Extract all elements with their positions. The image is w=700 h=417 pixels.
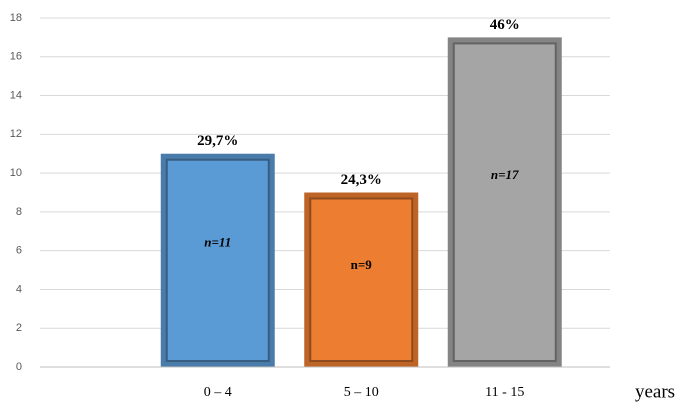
y-tick-label: 6 [16,245,22,257]
bar-value-label: n=17 [491,167,519,182]
y-tick-label: 16 [10,51,22,63]
x-tick-label: 5 – 10 [344,385,379,400]
bar-percent-label: 24,3% [341,172,382,188]
y-tick-label: 0 [16,361,22,373]
y-tick-label: 12 [10,128,22,140]
x-tick-label: 0 – 4 [204,385,232,400]
x-tick-label: 11 - 15 [485,385,524,400]
bar-percent-label: 29,7% [197,133,238,149]
x-axis-label: years [635,381,675,402]
bar-percent-label: 46% [490,17,520,33]
y-tick-label: 8 [16,206,22,218]
bar-face [165,158,270,362]
bar-value-label: n=9 [351,257,373,272]
bar-face [309,197,414,362]
bar-face [452,42,557,363]
y-tick-label: 10 [10,167,22,179]
y-tick-label: 4 [16,283,22,295]
y-tick-label: 18 [10,12,22,24]
y-tick-label: 14 [10,89,22,101]
bar-value-label: n=11 [204,234,231,249]
y-tick-label: 2 [16,322,22,334]
